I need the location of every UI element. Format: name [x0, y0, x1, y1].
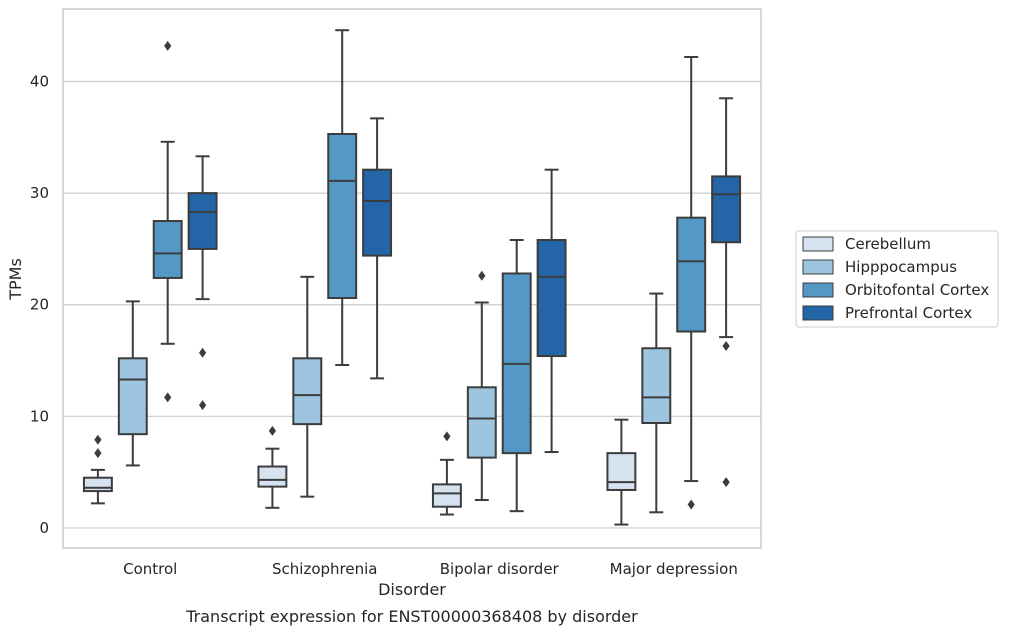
plot-frame — [62, 8, 762, 549]
box-prefrontal-cortex-2 — [536, 168, 567, 454]
legend-swatch — [802, 236, 834, 252]
legend-frame — [795, 230, 999, 328]
box-iqr — [536, 239, 567, 358]
box-cerebellum-1 — [257, 425, 288, 509]
outlier-point — [478, 270, 486, 281]
box-hipppocampus-0 — [117, 300, 148, 467]
outlier-point — [164, 40, 172, 51]
box-cerebellum-0 — [82, 434, 113, 505]
legend-label: Prefrontal Cortex — [845, 304, 972, 322]
box-iqr — [187, 192, 218, 250]
box-iqr — [257, 465, 288, 488]
box-cerebellum-3 — [606, 418, 637, 526]
outlier-point — [199, 400, 207, 411]
box-orbitofontal-cortex-0 — [152, 40, 183, 403]
box-hipppocampus-2 — [466, 270, 497, 502]
legend-swatch — [802, 305, 834, 321]
box-iqr — [362, 168, 393, 257]
y-tick-label: 0 — [39, 519, 49, 537]
y-tick-label: 40 — [30, 73, 49, 91]
x-tick-label: Schizophrenia — [272, 560, 377, 578]
x-tick-label: Major depression — [610, 560, 738, 578]
box-iqr — [152, 220, 183, 279]
legend-swatch — [802, 259, 834, 275]
outlier-point — [687, 499, 695, 510]
outlier-point — [94, 434, 102, 445]
box-iqr — [327, 132, 358, 300]
legend-swatch — [802, 282, 834, 298]
outlier-point — [94, 448, 102, 459]
box-iqr — [292, 357, 323, 426]
box-iqr — [82, 476, 113, 493]
box-iqr — [117, 357, 148, 436]
chart-caption: Transcript expression for ENST0000036840… — [185, 607, 638, 626]
legend-label: Cerebellum — [845, 235, 931, 253]
legend-label: Hipppocampus — [845, 258, 957, 276]
box-orbitofontal-cortex-2 — [501, 239, 532, 513]
outlier-point — [268, 425, 276, 436]
x-axis-label: Disorder — [378, 580, 446, 599]
x-tick-labels: Control Schizophrenia Bipolar disorder Majo… — [123, 560, 738, 578]
box-iqr — [676, 216, 707, 333]
box-orbitofontal-cortex-3 — [676, 55, 707, 510]
box-prefrontal-cortex-0 — [187, 155, 218, 411]
y-tick-label: 20 — [30, 296, 49, 314]
boxes — [82, 29, 742, 526]
outlier-point — [722, 477, 730, 488]
outlier-point — [722, 341, 730, 352]
y-tick-labels: 0 10 20 30 40 — [30, 73, 49, 537]
box-hipppocampus-1 — [292, 275, 323, 498]
outlier-point — [443, 431, 451, 442]
outlier-point — [164, 392, 172, 403]
legend-label: Orbitofontal Cortex — [845, 281, 989, 299]
box-iqr — [711, 175, 742, 244]
y-tick-label: 10 — [30, 407, 49, 425]
x-tick-label: Bipolar disorder — [440, 560, 560, 578]
box-cerebellum-2 — [431, 431, 462, 516]
outlier-point — [199, 347, 207, 358]
legend: Cerebellum Hipppocampus Orbitofontal Corte… — [795, 230, 999, 328]
box-iqr — [606, 452, 637, 491]
box-iqr — [641, 347, 672, 425]
box-iqr — [431, 483, 462, 508]
x-tick-label: Control — [123, 560, 177, 578]
y-axis-label: TPMs — [6, 258, 25, 301]
box-orbitofontal-cortex-1 — [327, 29, 358, 366]
box-prefrontal-cortex-3 — [711, 97, 742, 488]
box-prefrontal-cortex-1 — [362, 117, 393, 380]
box-hipppocampus-3 — [641, 292, 672, 514]
box-iqr — [466, 386, 497, 459]
y-tick-label: 30 — [30, 184, 49, 202]
